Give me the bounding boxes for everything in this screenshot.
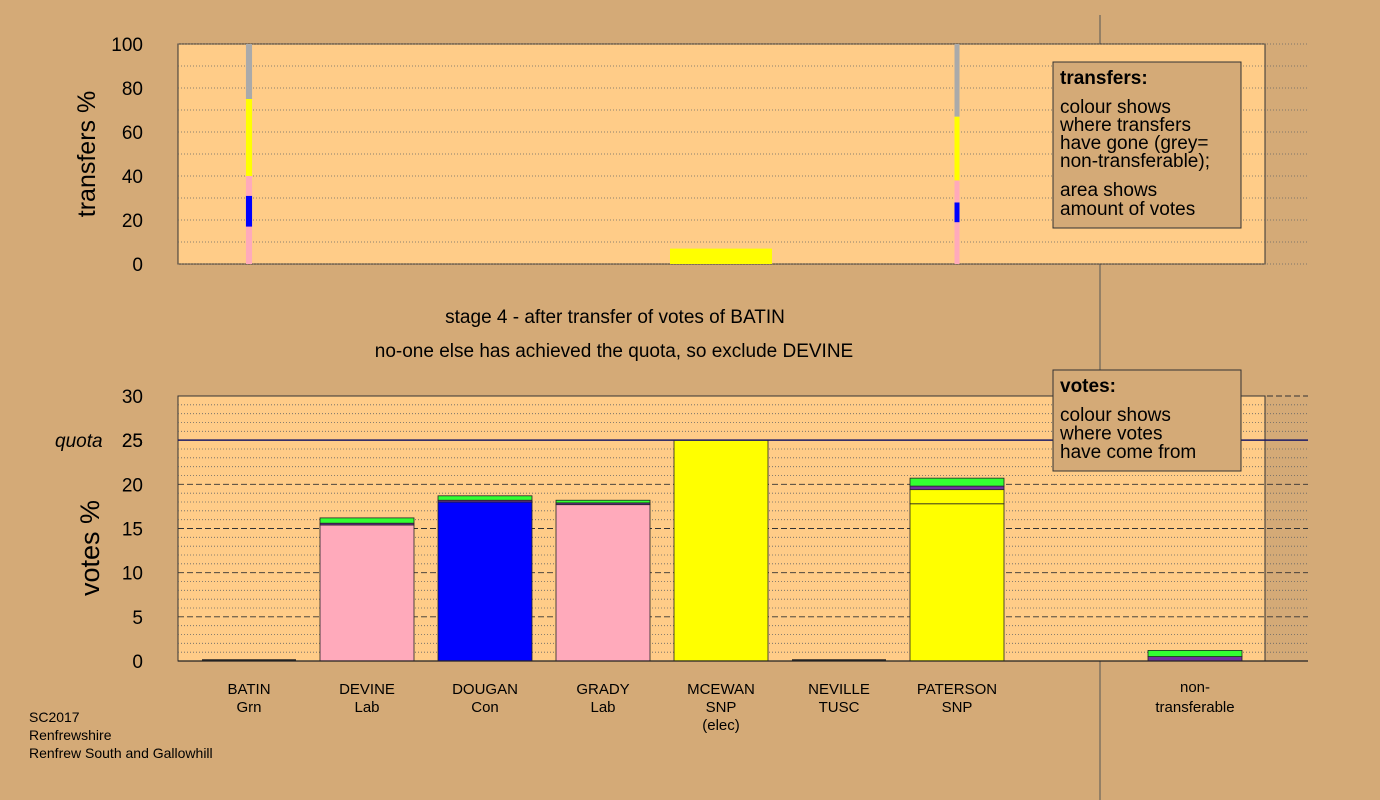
candidate-party-label: SNP	[706, 699, 737, 716]
vote-bar-segment	[909, 489, 1005, 505]
votes-legend-box	[1052, 369, 1242, 472]
vote-bar-segment	[319, 524, 415, 662]
bottom-y-tick-label: 10	[122, 564, 143, 585]
nontransferable-bar-segment	[1147, 656, 1243, 662]
candidate-name-label: NEVILLE	[808, 681, 870, 698]
top-y-tick-label: 60	[122, 123, 143, 144]
vote-bar-segment	[437, 501, 533, 662]
transfer-bar-segment	[954, 180, 960, 203]
votes-legend-title: votes:	[1060, 376, 1116, 397]
transfers-legend-title: transfers:	[1060, 68, 1148, 89]
bottom-y-axis-label: votes %	[75, 500, 105, 596]
top-y-tick-label: 80	[122, 79, 143, 100]
transfer-bar-segment	[954, 202, 960, 223]
transfers-legend-text: amount of votes	[1060, 199, 1195, 220]
transfer-bar-segment	[954, 44, 960, 117]
vote-bar-segment	[555, 499, 651, 504]
transfers-legend-text: colour shows	[1060, 97, 1171, 118]
votes-legend-text: have come from	[1060, 442, 1196, 463]
vote-bar-segment	[909, 485, 1005, 491]
transfers-legend-text: where transfers	[1059, 115, 1191, 136]
votes-legend-text: colour shows	[1060, 405, 1171, 426]
transfers-legend-box	[1052, 61, 1242, 229]
transfers-legend-text: have gone (grey=	[1060, 133, 1208, 154]
footer-line-1: SC2017	[29, 709, 80, 725]
quota-value-label: 25	[122, 431, 143, 452]
candidate-name-label: DEVINE	[339, 681, 395, 698]
transfer-bar-segment	[245, 195, 253, 227]
candidate-name-label: GRADY	[576, 681, 629, 698]
bottom-y-tick-label: 0	[132, 652, 143, 673]
candidate-party-label: Grn	[236, 699, 261, 716]
candidate-name-label: DOUGAN	[452, 681, 518, 698]
transfer-bar-segment	[245, 44, 253, 99]
top-y-axis-label: transfers %	[73, 91, 101, 217]
nontransferable-bar-segment	[1147, 650, 1243, 657]
footer-line-3: Renfrew South and Gallowhill	[29, 745, 213, 761]
footer-line-2: Renfrewshire	[29, 727, 112, 743]
bottom-y-tick-label: 30	[122, 387, 143, 408]
top-y-tick-label: 20	[122, 211, 143, 232]
vote-bar-segment	[909, 477, 1005, 487]
transfer-bar-segment	[954, 116, 960, 181]
nontransferable-label: transferable	[1155, 699, 1234, 716]
transfers-legend-text: area shows	[1060, 180, 1157, 201]
nontransferable-label: non-	[1180, 679, 1210, 696]
vote-bar-segment	[909, 503, 1005, 662]
candidate-party-label: Lab	[590, 699, 615, 716]
transfer-bar-segment	[954, 222, 960, 264]
vote-bar-segment	[319, 517, 415, 524]
vote-bar-segment	[555, 504, 651, 662]
bottom-y-tick-label: 5	[132, 608, 143, 629]
bottom-y-tick-label: 15	[122, 520, 143, 541]
candidate-name-label: PATERSON	[917, 681, 997, 698]
candidate-party-label: SNP	[942, 699, 973, 716]
candidate-party-label: Lab	[354, 699, 379, 716]
transfers-legend-text: non-transferable);	[1060, 151, 1210, 172]
vote-bar-segment	[437, 495, 533, 501]
footer: SC2017 Renfrewshire Renfrew South and Ga…	[29, 708, 213, 762]
transfer-bar-segment	[245, 176, 253, 196]
transfer-bar-segment	[245, 226, 253, 264]
bottom-y-tick-label: 20	[122, 475, 143, 496]
top-y-tick-label: 100	[111, 35, 143, 56]
bottom-y-tick-label: 25	[122, 431, 143, 452]
candidate-note-label: (elec)	[702, 717, 740, 734]
candidate-name-label: BATIN	[227, 681, 270, 698]
candidate-party-label: Con	[471, 699, 499, 716]
candidate-party-label: TUSC	[819, 699, 860, 716]
transfer-bar-segment	[670, 248, 772, 264]
candidate-name-label: MCEWAN	[687, 681, 755, 698]
stage-subtitle: no-one else has achieved the quota, so e…	[375, 341, 853, 362]
top-y-tick-label: 40	[122, 167, 143, 188]
stage-title: stage 4 - after transfer of votes of BAT…	[445, 307, 785, 328]
transfer-bar-segment	[245, 99, 253, 176]
quota-label: quota	[55, 431, 103, 452]
vote-bar-segment	[673, 439, 769, 662]
votes-legend-text: where votes	[1059, 424, 1162, 445]
top-y-tick-label: 0	[132, 255, 143, 276]
